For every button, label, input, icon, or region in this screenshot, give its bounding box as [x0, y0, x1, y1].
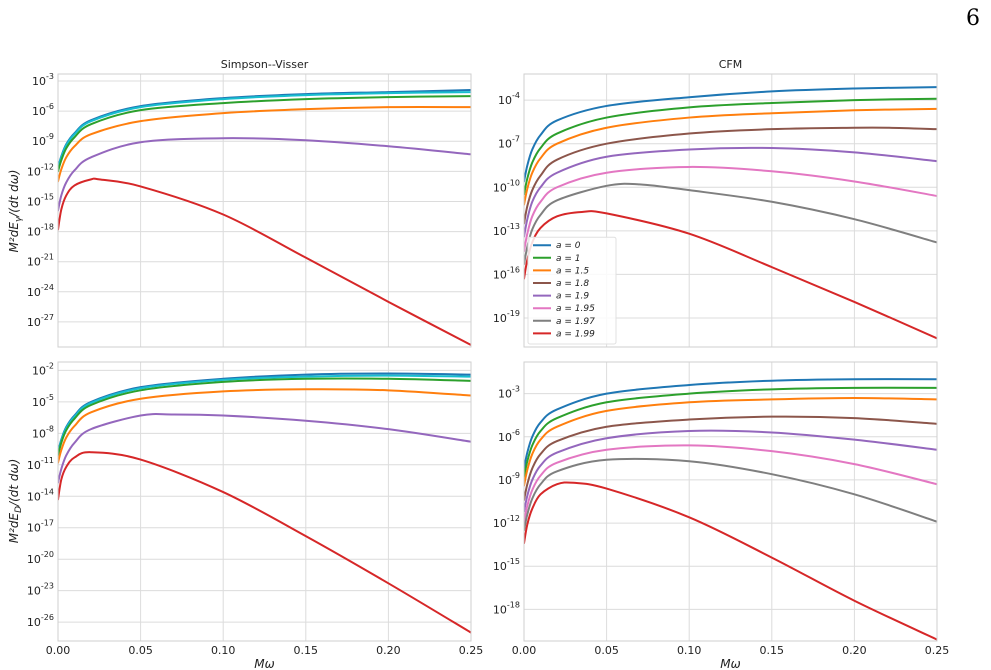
y-tick-label: 10-19 — [493, 309, 520, 325]
x-tick-label: 0.05 — [594, 644, 619, 657]
legend-label: a = 1.95 — [556, 304, 595, 314]
y-tick-label: 10-26 — [27, 613, 54, 629]
series-line-5 — [524, 429, 937, 513]
x-tick-label: 0.05 — [128, 644, 153, 657]
x-tick-label: 0.20 — [842, 644, 867, 657]
y-axis-label-0: M²dEγ/(dt dω) — [7, 170, 24, 253]
series-line-3 — [524, 107, 937, 206]
y-tick-label: 10-2 — [32, 361, 54, 377]
y-tick-label: 10-10 — [493, 178, 520, 194]
legend-label: a = 1.97 — [556, 317, 595, 327]
legend-label: a = 0 — [556, 241, 581, 251]
y-tick-label: 10-12 — [493, 514, 520, 530]
y-tick-label: 10-20 — [27, 550, 54, 566]
y-axis-label-2: M²dED/(dt dω) — [7, 459, 24, 544]
x-tick-label: 0.00 — [512, 644, 537, 657]
y-tick-label: 10-18 — [27, 223, 54, 239]
chart-title: CFM — [719, 58, 743, 71]
series-line-5 — [524, 146, 937, 238]
chart-title: Simpson--Visser — [221, 58, 309, 71]
x-tick-label: 0.15 — [294, 644, 319, 657]
series-line-6 — [58, 177, 471, 346]
plot-area — [58, 362, 471, 641]
x-axis-label: Mω — [254, 657, 274, 670]
legend-label: a = 1.9 — [556, 292, 589, 302]
y-tick-label: 10-24 — [27, 283, 54, 299]
y-tick-label: 10-16 — [493, 265, 520, 281]
series-line-6 — [524, 444, 937, 523]
series-line-5 — [58, 137, 471, 212]
y-tick-label: 10-12 — [27, 162, 54, 178]
y-tick-label: 10-11 — [27, 456, 54, 472]
series-line-1 — [524, 86, 937, 183]
plot-frame — [523, 73, 938, 348]
legend: a = 0 a = 1 a = 1.5 a = 1.8 a = 1.9 a = 1.95 a… — [527, 236, 617, 345]
y-tick-label: 10-15 — [493, 557, 520, 573]
series-line-5 — [58, 413, 471, 484]
y-tick-label: 10-9 — [498, 471, 520, 487]
y-tick-label: 10-6 — [498, 428, 520, 444]
x-tick-label: 0.10 — [677, 644, 702, 657]
x-tick-label: 0.10 — [211, 644, 236, 657]
y-tick-label: 10-7 — [498, 135, 520, 151]
y-tick-label: 10-23 — [27, 582, 54, 598]
legend-label: a = 1.5 — [556, 266, 589, 276]
x-tick-label: 0.25 — [925, 644, 950, 657]
series-line-3 — [58, 377, 471, 457]
legend-label: a = 1 — [556, 254, 581, 264]
y-tick-label: 10-27 — [27, 313, 54, 329]
legend-box — [527, 236, 617, 345]
legend-label: a = 1.99 — [556, 329, 595, 339]
series-line-6 — [524, 165, 937, 253]
series-line-4 — [58, 388, 471, 464]
x-tick-label: 0.00 — [46, 644, 71, 657]
series-line-7 — [524, 182, 937, 266]
series-line-4 — [524, 415, 937, 502]
panel-1: 10-3 10-6 10-9 10-12 10-15 10-18 10-21 10-24 10-… — [7, 58, 472, 348]
y-tick-label: 10-13 — [493, 222, 520, 238]
y-tick-label: 10-21 — [27, 253, 54, 269]
plot-frame — [57, 73, 472, 348]
series-line-8 — [524, 481, 937, 641]
plot-frame — [523, 361, 938, 642]
x-tick-label: 0.20 — [376, 644, 401, 657]
panel-3: 0.00 0.05 0.10 0.15 0.20 0.25 10-2 10-5 10-8 10-1… — [7, 361, 483, 670]
series-line-3 — [524, 396, 937, 487]
series-line-2 — [524, 97, 937, 196]
series-line-2 — [524, 386, 937, 479]
plot-area — [58, 74, 471, 347]
panel-4: 0.00 0.05 0.10 0.15 0.20 0.25 10-3 10-6 10-9 10-1… — [493, 361, 950, 670]
legend-label: a = 1.8 — [556, 279, 589, 289]
y-tick-label: 10-17 — [27, 519, 54, 535]
series-line-4 — [58, 105, 471, 183]
x-tick-label: 0.15 — [760, 644, 785, 657]
plot-frame — [57, 361, 472, 642]
series-line-3 — [58, 95, 471, 173]
series-line-4 — [524, 126, 937, 225]
series-line-1 — [524, 378, 937, 470]
series-line-7 — [524, 457, 937, 532]
page-number: 6 — [966, 6, 980, 31]
y-tick-label: 10-8 — [32, 424, 54, 440]
y-tick-label: 10-3 — [32, 72, 54, 88]
y-tick-label: 10-9 — [32, 132, 54, 148]
x-axis-label: Mω — [720, 657, 740, 670]
y-tick-label: 10-6 — [32, 102, 54, 118]
y-tick-label: 10-4 — [498, 91, 520, 107]
y-tick-label: 10-18 — [493, 600, 520, 616]
y-tick-label: 10-15 — [27, 192, 54, 208]
x-tick-label: 0.25 — [459, 644, 484, 657]
series-line-2 — [58, 91, 471, 170]
series-line-6 — [58, 451, 471, 634]
y-tick-label: 10-5 — [32, 393, 54, 409]
plot-area — [524, 362, 937, 641]
y-tick-label: 10-3 — [498, 385, 520, 401]
y-tick-label: 10-14 — [27, 487, 54, 503]
